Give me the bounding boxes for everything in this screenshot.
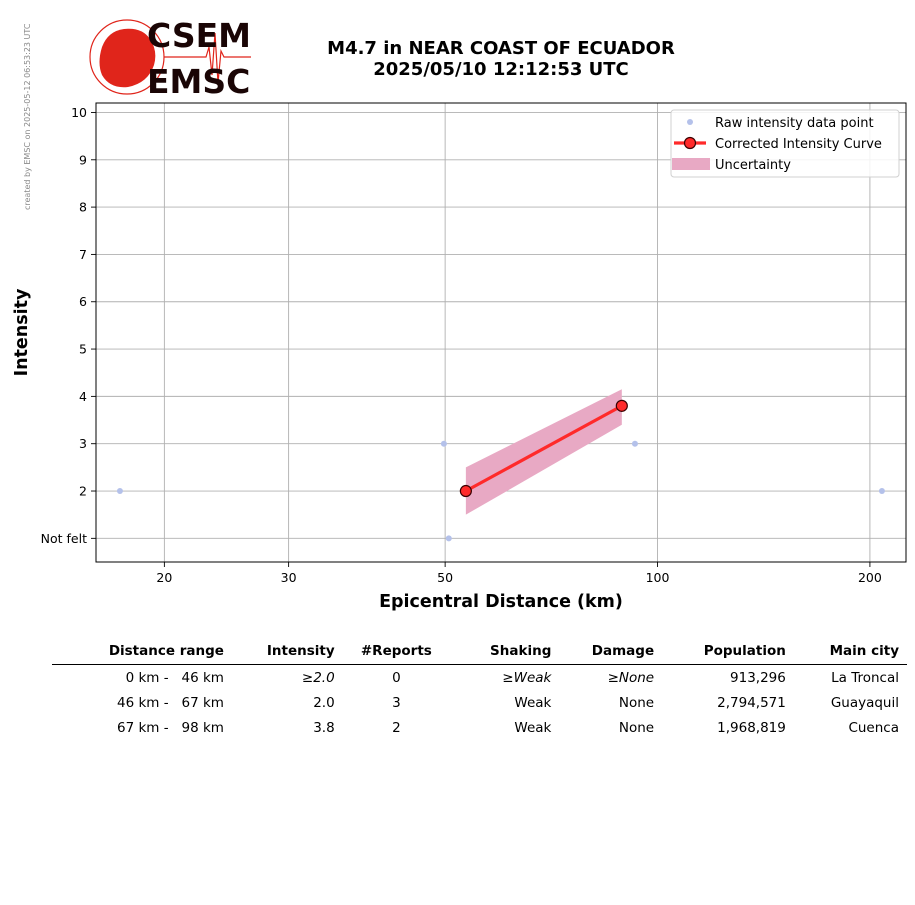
legend-box <box>670 109 900 178</box>
emsc-logo: CSEM EMSC <box>89 17 251 97</box>
cell-intensity: 2.0 <box>313 694 335 711</box>
legend-label-uncertainty: Uncertainty <box>715 158 791 173</box>
y-tick-label: 5 <box>79 342 87 357</box>
cell-damage: ≥None <box>607 669 655 686</box>
legend-label-raw: Raw intensity data point <box>715 116 874 131</box>
y-tick-label: 8 <box>79 200 87 215</box>
cell-city: Guayaquil <box>830 694 899 711</box>
cell-range: 67 km - 98 km <box>117 719 224 736</box>
cell-damage: None <box>618 719 655 736</box>
raw-data-point <box>445 535 452 542</box>
legend-swatch-marker <box>683 136 697 150</box>
cell-city: La Troncal <box>831 669 899 686</box>
y-tick-label: 2 <box>79 484 87 499</box>
cell-intensity: 3.8 <box>313 719 335 736</box>
header-intensity: Intensity <box>231 640 343 665</box>
raw-data-point <box>116 488 123 495</box>
title-line-1: M4.7 in NEAR COAST OF ECUADOR <box>327 38 675 59</box>
table-row: 46 km - 67 km 2.0 3 Weak None 2,794,571 … <box>52 690 907 715</box>
cell-population: 1,968,819 <box>717 719 786 736</box>
table-row: 0 km - 46 km ≥2.0 0 ≥Weak ≥None 913,296 … <box>52 665 907 691</box>
y-tick-label: 6 <box>79 294 87 309</box>
y-tick-label: 4 <box>79 389 87 404</box>
x-tick-label: 50 <box>437 570 453 585</box>
raw-data-point <box>440 440 447 447</box>
table-row: 67 km - 98 km 3.8 2 Weak None 1,968,819 … <box>52 715 907 740</box>
chart-title: M4.7 in NEAR COAST OF ECUADOR 2025/05/10… <box>300 38 702 80</box>
cell-range: 46 km - 67 km <box>117 694 224 711</box>
title-line-2: 2025/05/10 12:12:53 UTC <box>373 59 629 80</box>
corrected-curve-point <box>459 484 472 498</box>
corrected-curve-point <box>615 399 628 412</box>
header-shaking: Shaking <box>458 640 560 665</box>
cell-damage: None <box>618 694 655 711</box>
x-tick-label: 100 <box>646 570 670 585</box>
header-damage: Damage <box>559 640 663 665</box>
corrected-curve-line <box>465 404 623 493</box>
header-main-city: Main city <box>793 640 907 665</box>
logo-text-emsc: EMSC <box>147 62 250 97</box>
raw-data-point <box>878 488 885 495</box>
header-reports: #Reports <box>342 640 459 665</box>
header-population: Population <box>662 640 794 665</box>
x-tick-label: 200 <box>858 570 882 585</box>
x-tick-label: 30 <box>281 570 297 585</box>
legend-swatch-band <box>672 158 710 170</box>
uncertainty-band <box>465 389 622 515</box>
cell-intensity: ≥2.0 <box>301 669 335 686</box>
header-distance-range: Distance range <box>52 640 232 665</box>
y-tick-label: Not felt <box>41 531 87 546</box>
cell-population: 913,296 <box>730 669 786 686</box>
table-header-row: Distance range Intensity #Reports Shakin… <box>52 640 907 665</box>
cell-shaking: Weak <box>514 719 552 736</box>
legend-label-curve: Corrected Intensity Curve <box>715 137 882 152</box>
raw-data-point <box>631 440 638 447</box>
y-tick-label: 7 <box>79 247 87 262</box>
cell-reports: 2 <box>392 719 401 736</box>
cell-shaking: ≥Weak <box>502 669 552 686</box>
intensity-distance-chart: 20 30 50 100 200 Not felt 2 3 4 5 6 7 8 9 10 Epicentral… <box>12 102 907 612</box>
cell-reports: 3 <box>392 694 401 711</box>
x-axis-label: Epicentral Distance (km) <box>379 592 623 612</box>
intensity-summary-table: Distance range Intensity #Reports Shakin… <box>52 640 907 740</box>
plot-frame <box>95 102 907 563</box>
logo-seismogram-line <box>164 32 251 84</box>
logo-text-csem: CSEM <box>147 17 251 55</box>
x-tick-label: 20 <box>156 570 172 585</box>
legend-swatch-raw <box>687 119 693 125</box>
y-axis-label: Intensity <box>12 288 32 376</box>
cell-range: 0 km - 46 km <box>125 669 224 686</box>
y-tick-label: 10 <box>71 105 87 120</box>
cell-reports: 0 <box>392 669 401 686</box>
y-tick-label: 9 <box>79 152 87 167</box>
cell-shaking: Weak <box>514 694 552 711</box>
logo-continent-shape <box>99 28 156 88</box>
cell-population: 2,794,571 <box>717 694 786 711</box>
cell-city: Cuenca <box>848 719 899 736</box>
y-tick-label: 3 <box>79 436 87 451</box>
